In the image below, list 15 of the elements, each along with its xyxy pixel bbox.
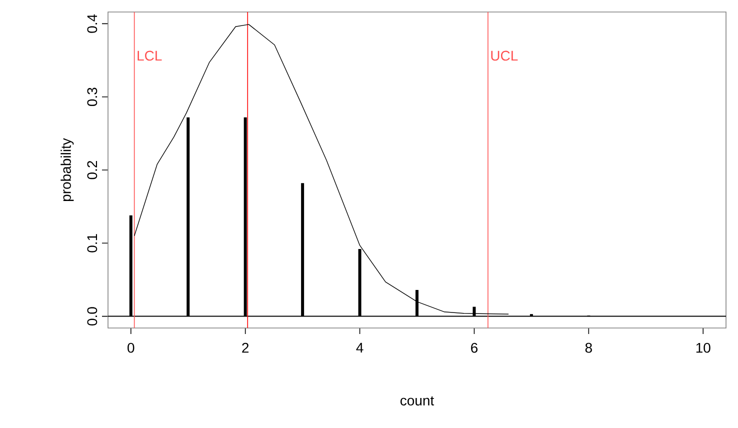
- ref-line-label: LCL: [138, 50, 162, 61]
- x-tick-label: 4: [356, 342, 364, 352]
- y-tick-label: 0.2: [87, 160, 98, 180]
- y-tick-label: 0.3: [87, 88, 98, 106]
- y-axis-title: probability: [60, 138, 74, 201]
- x-axis-title: count: [400, 396, 434, 406]
- y-tick-label: 0.4: [87, 14, 98, 33]
- y-tick-label: 0.1: [87, 234, 98, 252]
- ref-line-label: UCL: [491, 50, 518, 61]
- x-tick-label: 2: [242, 342, 249, 353]
- x-tick-label: 6: [471, 342, 478, 353]
- y-tick-label: 0.0: [87, 307, 98, 326]
- x-tick-label: 8: [585, 342, 592, 353]
- x-tick-label: 10: [696, 342, 710, 353]
- x-tick-label: 0: [128, 342, 134, 353]
